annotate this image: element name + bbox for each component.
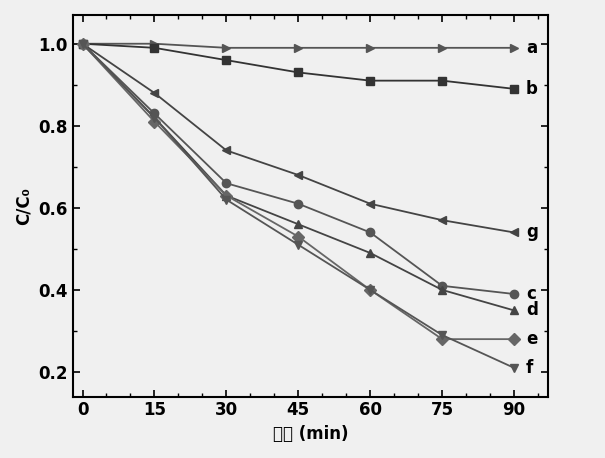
Y-axis label: C/C₀: C/C₀	[15, 187, 33, 225]
Text: a: a	[526, 39, 537, 57]
X-axis label: 时间 (min): 时间 (min)	[272, 425, 348, 443]
Text: e: e	[526, 330, 537, 348]
Text: c: c	[526, 285, 536, 303]
Text: b: b	[526, 80, 538, 98]
Text: f: f	[526, 359, 534, 377]
Text: g: g	[526, 224, 538, 241]
Text: d: d	[526, 301, 538, 319]
